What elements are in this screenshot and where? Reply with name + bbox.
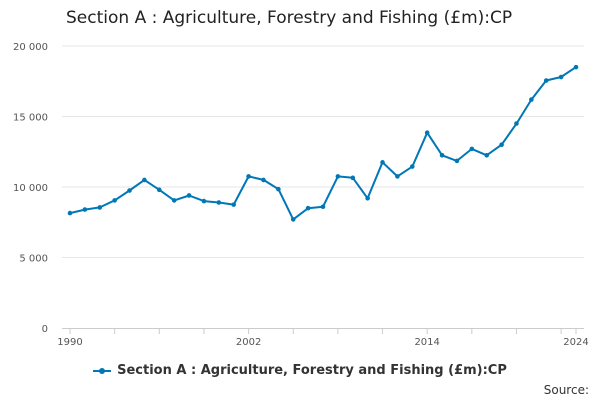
y-tick-label: 20 000 [13, 42, 48, 53]
data-point[interactable] [469, 146, 475, 152]
data-point[interactable] [529, 97, 534, 102]
legend[interactable]: Section A : Agriculture, Forestry and Fi… [0, 363, 600, 378]
x-tick-label: 2014 [414, 337, 439, 348]
data-point[interactable] [424, 130, 430, 136]
series-layer [67, 64, 579, 222]
data-point[interactable] [573, 64, 579, 70]
data-point[interactable] [320, 204, 326, 210]
data-point[interactable] [261, 177, 266, 183]
data-point[interactable] [439, 152, 445, 158]
data-point[interactable] [350, 175, 356, 181]
data-point[interactable] [335, 174, 341, 179]
data-point[interactable] [97, 205, 103, 210]
x-tick-label: 2024 [563, 337, 588, 348]
data-point[interactable] [558, 74, 564, 80]
x-tick-label: 1990 [57, 337, 82, 348]
data-point[interactable] [380, 160, 385, 165]
y-tick-label: 10 000 [13, 183, 48, 194]
data-point[interactable] [543, 78, 549, 83]
y-tick-label: 5 000 [19, 254, 48, 265]
y-axis: 0 5 000 10 000 15 000 20 000 [13, 42, 48, 335]
data-point[interactable] [231, 202, 237, 207]
data-point[interactable] [409, 164, 415, 169]
data-point[interactable] [305, 205, 311, 211]
y-tick-label: 0 [42, 324, 48, 335]
chart-title: Section A : Agriculture, Forestry and Fi… [66, 8, 513, 28]
data-point[interactable] [276, 186, 281, 192]
data-point[interactable] [395, 174, 400, 179]
legend-swatch-icon [93, 366, 112, 376]
legend-label: Section A : Agriculture, Forestry and Fi… [117, 363, 507, 378]
data-point[interactable] [514, 121, 519, 126]
data-point[interactable] [290, 217, 296, 222]
data-point[interactable] [127, 188, 132, 193]
data-point[interactable] [484, 152, 490, 158]
data-point[interactable] [82, 207, 88, 212]
data-point[interactable] [171, 198, 177, 203]
x-axis [62, 328, 584, 334]
data-point[interactable] [246, 174, 251, 179]
data-point[interactable] [499, 142, 504, 147]
data-point[interactable] [454, 158, 460, 164]
x-axis-labels: 1990 2002 2014 2024 [57, 337, 588, 348]
gridlines [62, 45, 584, 258]
data-point[interactable] [186, 193, 192, 198]
source-label: Source: [543, 383, 589, 397]
y-tick-label: 15 000 [13, 113, 48, 124]
data-point[interactable] [142, 177, 147, 183]
data-point[interactable] [112, 198, 117, 203]
data-point[interactable] [216, 200, 222, 205]
x-tick-label: 2002 [236, 337, 261, 348]
data-point[interactable] [67, 210, 73, 216]
data-point[interactable] [201, 198, 207, 204]
data-point[interactable] [156, 187, 162, 193]
data-point[interactable] [365, 195, 370, 201]
